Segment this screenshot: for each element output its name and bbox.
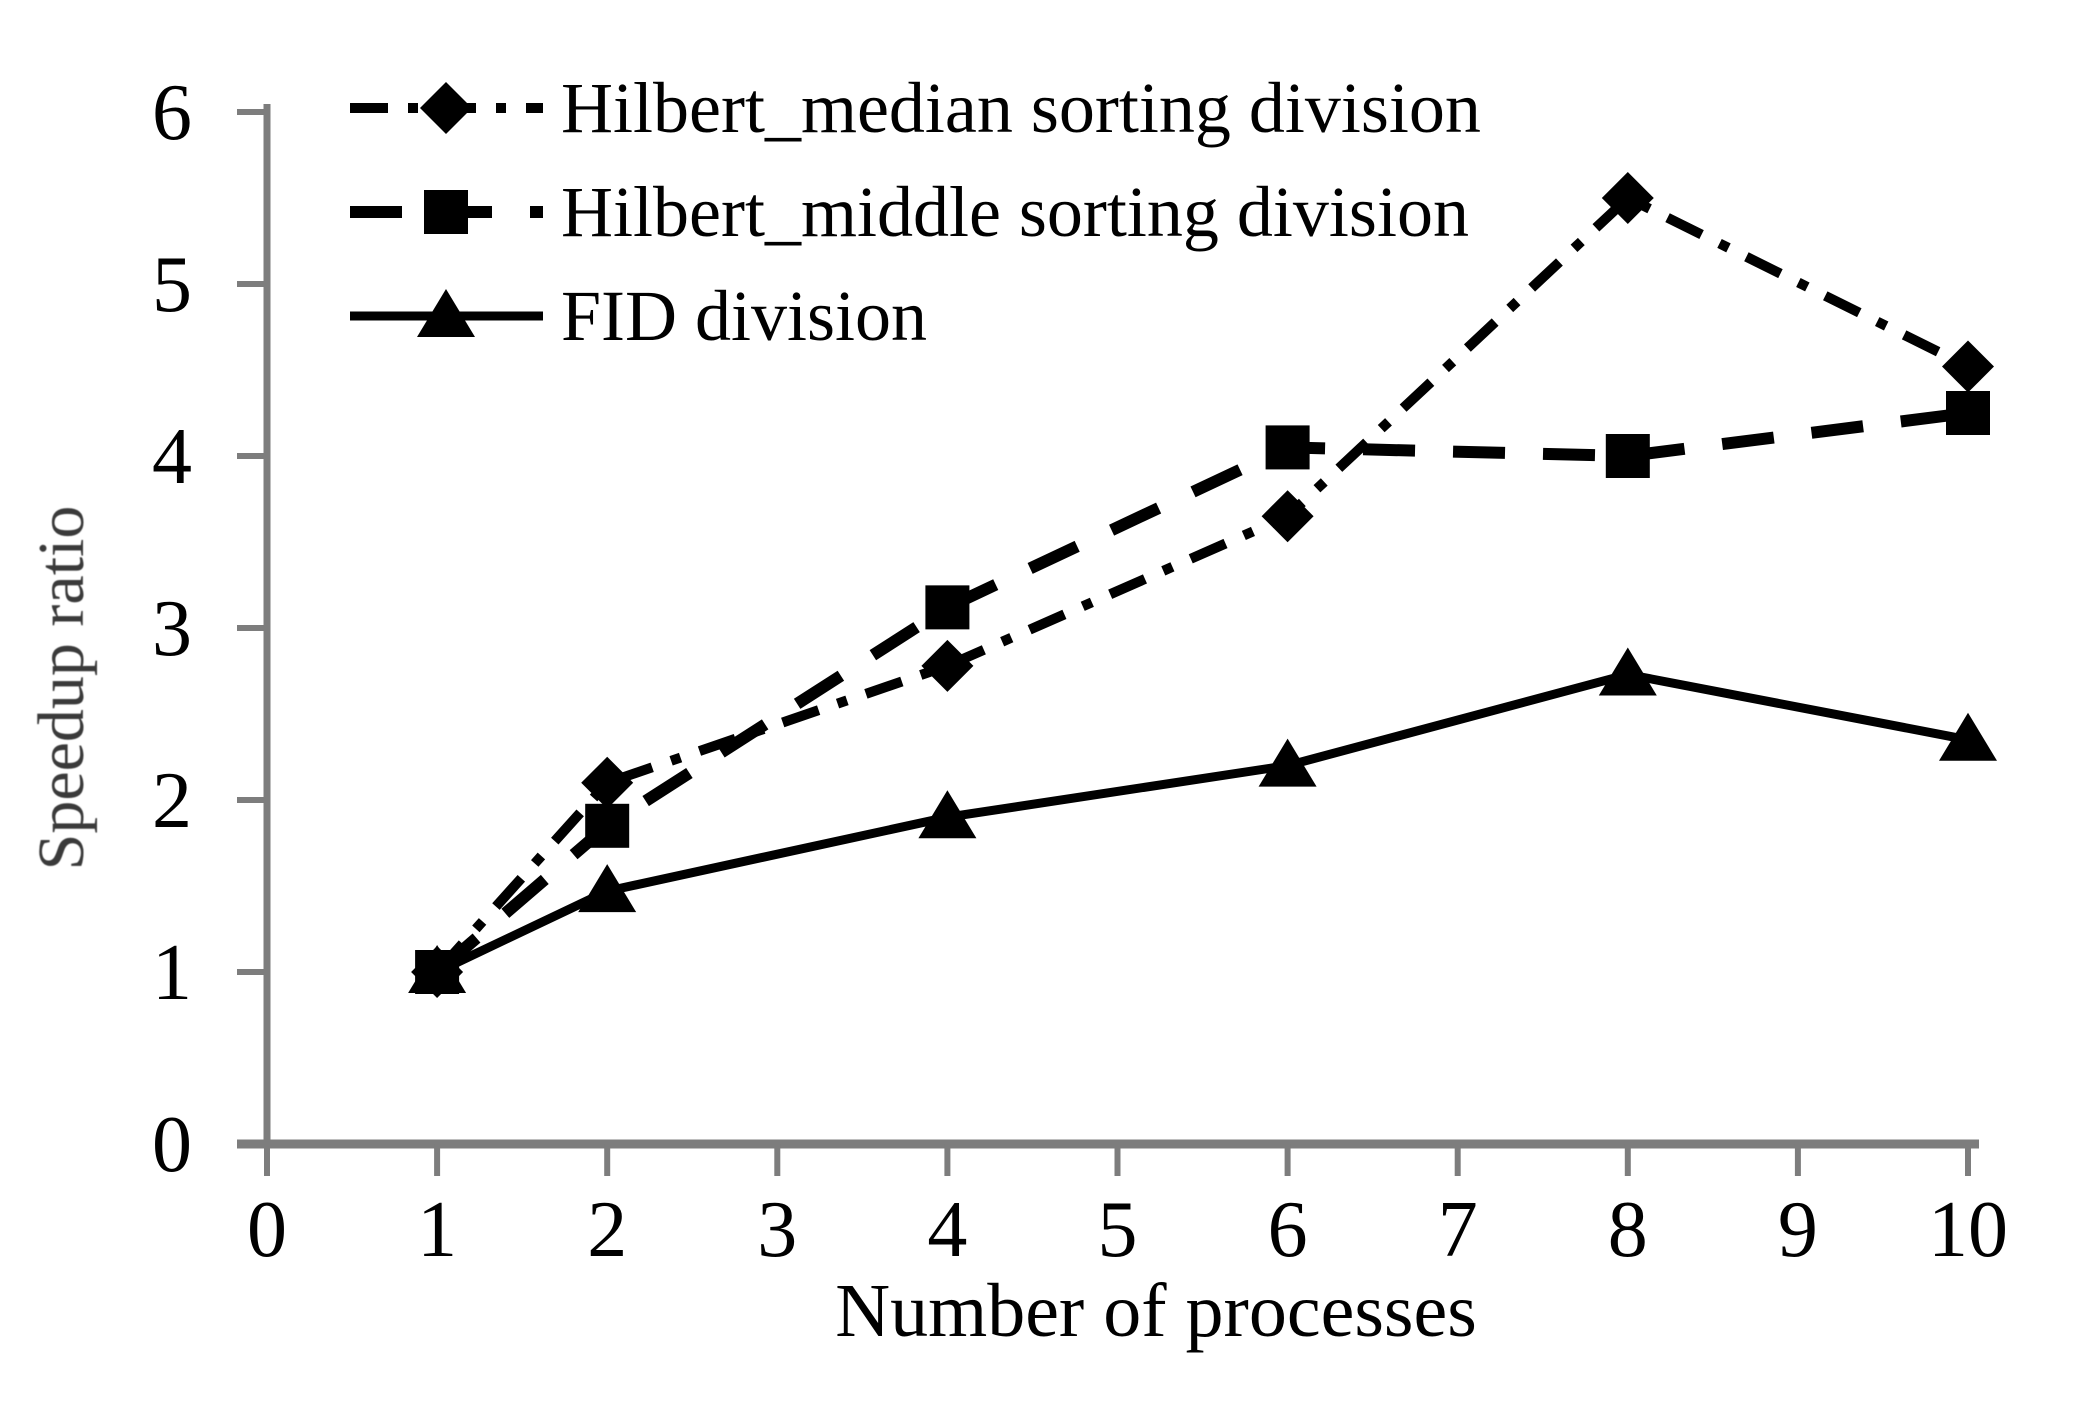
triangle-marker — [1598, 647, 1657, 696]
legend-label-hilbert-middle: Hilbert_middle sorting division — [561, 172, 1469, 252]
legend-item-hilbert-middle: Hilbert_middle sorting division — [348, 160, 1481, 264]
y-tick-label: 3 — [152, 585, 192, 673]
legend-label-fid: FID division — [561, 276, 928, 356]
diamond-marker — [1601, 172, 1654, 224]
triangle-marker — [918, 790, 977, 839]
x-tick-label: 9 — [1778, 1186, 1818, 1274]
diamond-marker — [1261, 490, 1314, 543]
triangle-marker — [1939, 712, 1997, 761]
dash-dot-diamond-swatch — [348, 56, 545, 160]
x-tick-label: 0 — [247, 1186, 287, 1274]
x-tick-label: 6 — [1268, 1186, 1308, 1274]
dashed-square-swatch — [348, 160, 545, 264]
series-line-2 — [435, 669, 1969, 977]
diamond-marker — [420, 82, 472, 134]
x-tick-label: 8 — [1608, 1186, 1648, 1274]
x-tick-label: 3 — [757, 1186, 797, 1274]
triangle-marker — [578, 864, 637, 913]
legend-swatch-canvas — [350, 82, 543, 134]
series-line-1 — [433, 407, 1969, 977]
series-line-0 — [433, 191, 1971, 976]
square-marker — [424, 190, 468, 234]
square-marker — [1265, 425, 1310, 470]
legend-item-hilbert-median: Hilbert_median sorting division — [348, 56, 1481, 160]
triangle-marker — [417, 289, 475, 337]
legend-swatch-canvas — [350, 190, 543, 234]
x-tick-label: 1 — [417, 1186, 457, 1274]
legend-item-fid: FID division — [348, 264, 1481, 368]
x-tick-label: 4 — [927, 1186, 967, 1274]
x-tick-label: 5 — [1098, 1186, 1138, 1274]
x-tick-label: 2 — [587, 1186, 627, 1274]
triangle-marker — [408, 945, 467, 993]
legend-label-hilbert-median: Hilbert_median sorting division — [561, 68, 1481, 148]
chart-legend: Hilbert_median sorting division Hilbert_… — [348, 56, 1481, 368]
square-marker — [1946, 391, 1990, 435]
x-tick-label: 10 — [1928, 1186, 2008, 1274]
square-marker — [585, 803, 630, 848]
x-axis-title: Number of processes — [835, 1269, 1477, 1353]
diamond-marker — [1942, 340, 1994, 393]
legend-swatch-canvas — [350, 289, 543, 337]
square-marker — [1605, 434, 1650, 478]
y-tick-label: 0 — [152, 1101, 192, 1189]
y-tick-label: 2 — [152, 757, 192, 845]
y-tick-label: 5 — [152, 241, 192, 329]
y-tick-label: 4 — [152, 413, 192, 501]
y-tick-label: 1 — [152, 929, 192, 1017]
y-axis-title: Speedup ratio — [25, 505, 98, 871]
y-tick-label: 6 — [152, 69, 192, 157]
diamond-marker — [921, 639, 974, 692]
solid-triangle-swatch — [348, 264, 545, 368]
triangle-marker — [1258, 738, 1317, 787]
square-marker — [925, 585, 970, 630]
x-tick-label: 7 — [1438, 1186, 1478, 1274]
diamond-marker — [581, 756, 634, 809]
